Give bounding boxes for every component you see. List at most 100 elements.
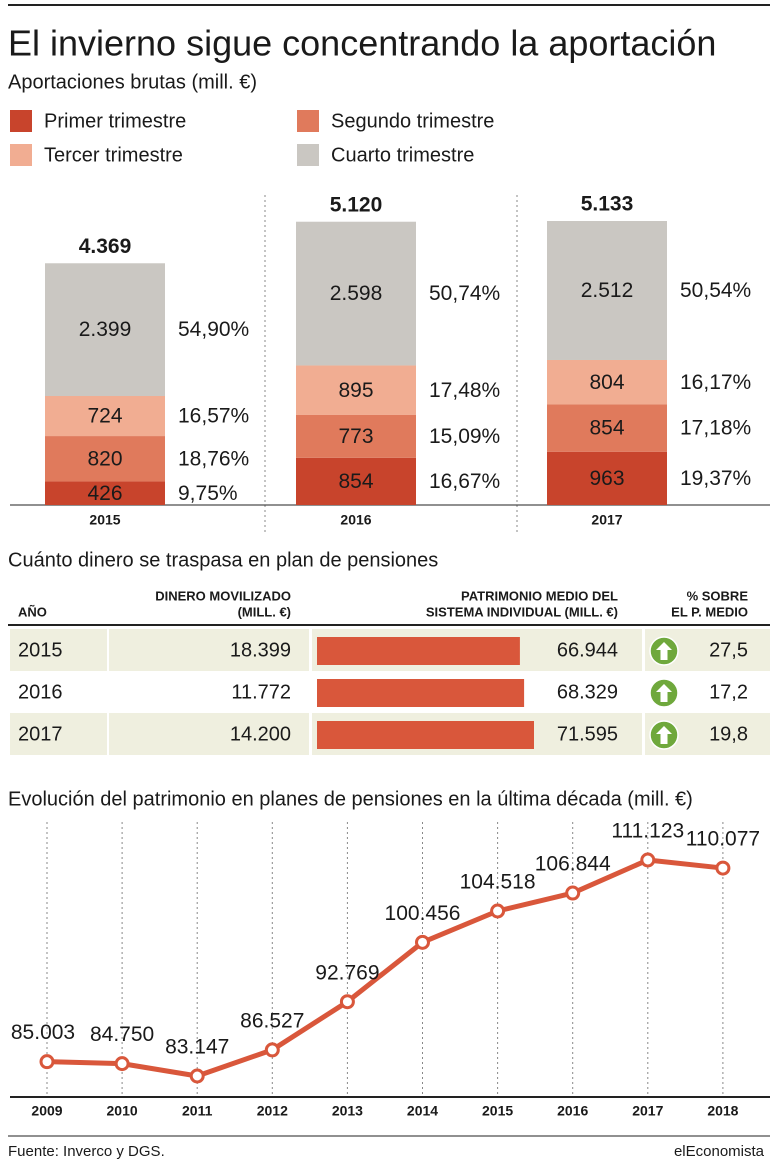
line-title: Evolución del patrimonio en planes de pe… xyxy=(8,788,693,810)
column-header: % SOBRE xyxy=(687,588,749,603)
share-label: 16,17% xyxy=(680,371,751,394)
value-label: 854 xyxy=(589,417,624,440)
value-label: 110.077 xyxy=(686,828,760,851)
share-label: 54,90% xyxy=(178,318,249,341)
cell-assets: 71.595 xyxy=(557,723,618,745)
x-tick-label: 2015 xyxy=(482,1103,513,1119)
x-tick-label: 2016 xyxy=(340,512,371,528)
x-tick-label: 2014 xyxy=(407,1103,438,1119)
bar-segment xyxy=(45,396,165,437)
cell-share: 17,2 xyxy=(709,681,748,703)
cell-moved: 14.200 xyxy=(230,723,291,745)
brand: elEconomista xyxy=(674,1143,765,1160)
share-label: 16,57% xyxy=(178,405,249,428)
value-label: 104.518 xyxy=(460,871,536,894)
point xyxy=(264,1042,280,1058)
bar-segment xyxy=(45,436,165,482)
point xyxy=(39,1054,55,1070)
value-label: 2.399 xyxy=(79,318,132,341)
share-label: 17,48% xyxy=(429,379,500,402)
point xyxy=(189,1068,205,1084)
column-header: (MILL. €) xyxy=(238,604,291,619)
column-header: SISTEMA INDIVIDUAL (MILL. €) xyxy=(426,604,618,619)
row-stripe xyxy=(109,713,309,755)
legend-label: Tercer trimestre xyxy=(44,144,183,166)
point xyxy=(715,860,731,876)
chart-subtitle: Aportaciones brutas (mill. €) xyxy=(8,71,257,93)
legend-label: Cuarto trimestre xyxy=(331,144,474,166)
point xyxy=(339,994,355,1010)
bar-segment xyxy=(547,451,667,505)
point xyxy=(490,903,506,919)
legend-label: Primer trimestre xyxy=(44,110,186,132)
value-label: 106.844 xyxy=(535,853,611,876)
bar-segment xyxy=(296,365,416,415)
row-stripe xyxy=(109,629,309,671)
value-label: 84.750 xyxy=(90,1023,154,1046)
share-label: 16,67% xyxy=(429,470,500,493)
column-header: AÑO xyxy=(18,604,47,619)
bar-segment xyxy=(45,263,165,397)
value-label: 724 xyxy=(87,405,122,428)
value-label: 854 xyxy=(338,470,373,493)
bar xyxy=(317,679,525,707)
page-title: El invierno sigue concentrando la aporta… xyxy=(8,23,716,64)
source: Fuente: Inverco y DGS. xyxy=(8,1143,165,1160)
total-label: 4.369 xyxy=(79,235,132,258)
value-label: 2.598 xyxy=(330,282,383,305)
x-tick-label: 2011 xyxy=(182,1103,213,1119)
total-label: 5.133 xyxy=(581,193,634,216)
line xyxy=(46,857,724,1079)
legend-swatch xyxy=(297,110,319,132)
point xyxy=(114,1056,130,1072)
x-tick-label: 2013 xyxy=(332,1103,363,1119)
value-label: 85.003 xyxy=(11,1021,75,1044)
value-label: 2.512 xyxy=(581,279,634,302)
x-tick-label: 2016 xyxy=(557,1103,588,1119)
value-label: 86.527 xyxy=(240,1009,304,1032)
value-label: 92.769 xyxy=(315,961,379,984)
table-title: Cuánto dinero se traspasa en plan de pen… xyxy=(8,549,438,571)
column-header: EL P. MEDIO xyxy=(671,604,748,619)
bar-segment xyxy=(547,359,667,405)
cell-year: 2016 xyxy=(18,681,63,703)
up-arrow xyxy=(656,684,672,702)
x-tick-label: 2018 xyxy=(707,1103,738,1119)
value-label: 773 xyxy=(338,425,373,448)
share-label: 50,74% xyxy=(429,282,500,305)
x-tick-label: 2012 xyxy=(257,1103,288,1119)
value-label: 426 xyxy=(87,482,122,505)
up-arrow xyxy=(656,726,672,744)
share-label: 9,75% xyxy=(178,482,238,505)
share-label: 15,09% xyxy=(429,425,500,448)
value-label: 111.123 xyxy=(611,820,684,843)
x-tick-label: 2009 xyxy=(31,1103,62,1119)
bar-segment xyxy=(547,404,667,452)
legend-swatch xyxy=(10,110,32,132)
legend-label: Segundo trimestre xyxy=(331,110,494,132)
x-tick-label: 2010 xyxy=(107,1103,138,1119)
cell-moved: 18.399 xyxy=(230,639,291,661)
bar-segment xyxy=(296,414,416,458)
share-label: 17,18% xyxy=(680,417,751,440)
value-label: 963 xyxy=(589,467,624,490)
cell-share: 19,8 xyxy=(709,723,748,745)
row-stripe xyxy=(10,713,107,755)
x-tick-label: 2015 xyxy=(89,512,120,528)
value-label: 100.456 xyxy=(385,902,461,925)
value-label: 804 xyxy=(589,371,624,394)
up-arrow xyxy=(656,642,672,660)
bar-segment xyxy=(547,221,667,360)
bar xyxy=(317,637,520,665)
legend-swatch xyxy=(10,144,32,166)
share-label: 19,37% xyxy=(680,467,751,490)
bar-segment xyxy=(45,481,165,505)
bar xyxy=(317,721,534,749)
value-label: 83.147 xyxy=(165,1036,229,1059)
cell-year: 2015 xyxy=(18,639,63,661)
column-header: DINERO MOVILIZADO xyxy=(155,588,291,603)
value-label: 820 xyxy=(87,447,122,470)
point xyxy=(640,852,656,868)
